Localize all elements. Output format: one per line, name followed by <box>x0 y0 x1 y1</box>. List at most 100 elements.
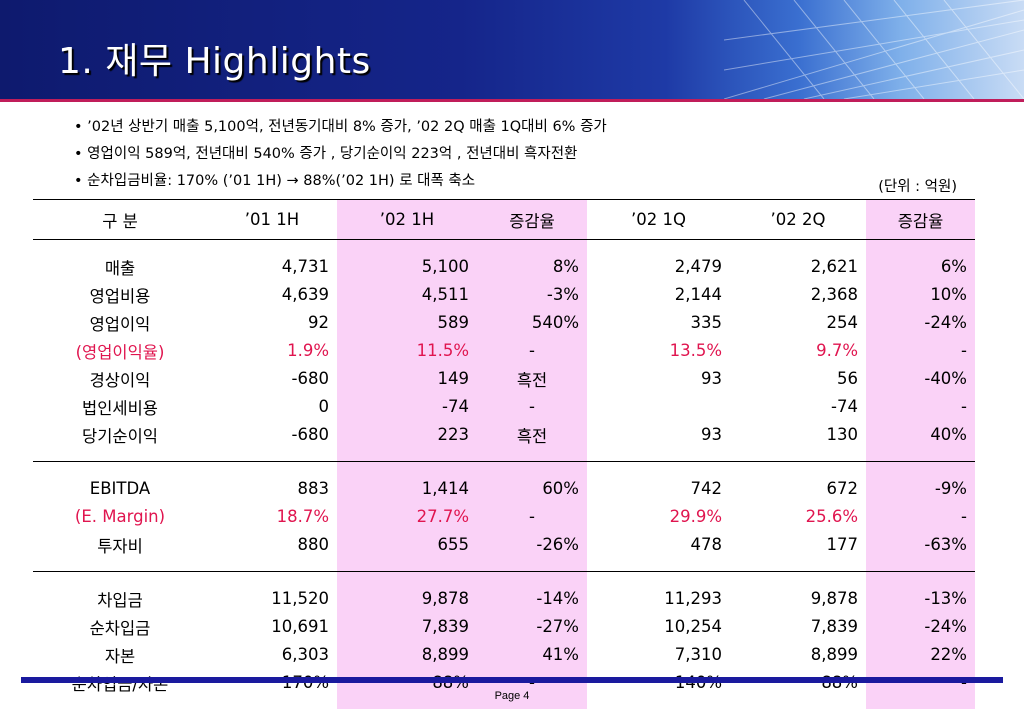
bullet-item: • 영업이익 589억, 전년대비 540% 증가 , 당기순이익 223억 ,… <box>74 146 578 162</box>
table-cell: 883 <box>297 479 330 498</box>
table-row: 법인세비용 0 -74- -74- <box>33 392 975 421</box>
table-cell: 8% <box>477 252 587 281</box>
table-header-row: 구 분 ’01 1H ’02 1H 증감율 ’02 1Q ’02 2Q 증감율 <box>33 199 975 240</box>
table-cell: 1,414 <box>337 474 477 503</box>
table-cell: 6% <box>866 252 975 281</box>
table-cell: 335 <box>690 313 723 332</box>
table-row: 당기순이익 -680 223 흑전 93 130 40% <box>33 420 975 449</box>
row-label: 영업비용 <box>89 286 151 306</box>
page-title: 1. 재무 Highlights <box>58 41 371 82</box>
table-cell: -74 <box>831 397 858 416</box>
group-spacer <box>33 461 975 475</box>
table-cell: 254 <box>826 313 859 332</box>
table-cell: -74 <box>337 392 477 421</box>
page-number: Page 4 <box>494 690 530 702</box>
spacer-cell <box>33 240 207 253</box>
spacer-cell <box>33 449 207 462</box>
table-cell: -680 <box>291 425 329 444</box>
spacer-cell <box>337 696 477 709</box>
row-label: 차입금 <box>97 590 143 610</box>
spacer-cell <box>730 449 866 462</box>
spacer-cell <box>866 558 975 572</box>
table-cell: 1.9% <box>287 341 329 360</box>
table-cell: 7,310 <box>674 645 722 664</box>
table-cell: 589 <box>337 308 477 337</box>
table-cell <box>587 393 730 421</box>
row-label: 투자비 <box>97 536 143 556</box>
table-cell: 540% <box>477 308 587 337</box>
spacer-cell <box>866 696 975 709</box>
spacer-cell <box>337 239 477 253</box>
spacer-cell <box>337 571 477 585</box>
table-cell: 8,899 <box>337 640 477 669</box>
table-cell: - <box>477 502 587 531</box>
bullet-item: • 순차입금비율: 170% (’01 1H) → 88%(’02 1H) 로 … <box>74 173 476 189</box>
table-cell: 177 <box>826 535 859 554</box>
spacer-cell <box>866 461 975 475</box>
table-row: 차입금 11,520 9,878 -14% 11,293 9,878 -13% <box>33 584 975 613</box>
table-cell: 22% <box>866 640 975 669</box>
table-cell: 9,878 <box>810 589 858 608</box>
table-cell: 10,254 <box>664 617 722 636</box>
spacer-cell <box>207 240 337 253</box>
table-cell: 7,839 <box>337 612 477 641</box>
spacer-cell <box>207 449 337 462</box>
table-cell: 9.7% <box>816 341 858 360</box>
spacer-cell <box>866 571 975 585</box>
bullet-text: 순차입금비율: 170% (’01 1H) → 88%(’02 1H) 로 대폭… <box>87 173 476 189</box>
table-cell: - <box>866 392 975 421</box>
table-row: 자본 6,303 8,899 41% 7,310 8,899 22% <box>33 640 975 669</box>
table-cell: 흑전 <box>477 364 587 393</box>
table-row: 영업이익 92 589 540% 335 254 -24% <box>33 308 975 337</box>
table-cell: -680 <box>291 369 329 388</box>
table-cell: 9,878 <box>337 584 477 613</box>
table-row: 경상이익 -680 149 흑전 93 56 -40% <box>33 364 975 393</box>
row-label: (E. Margin) <box>74 507 166 526</box>
table-cell: 41% <box>477 640 587 669</box>
table-cell: -24% <box>866 612 975 641</box>
table-cell: 2,368 <box>810 285 858 304</box>
spacer-cell <box>730 571 866 585</box>
table-cell: 11.5% <box>337 336 477 365</box>
table-cell: 0 <box>318 397 330 416</box>
spacer-cell <box>730 461 866 475</box>
bullet-text: 영업이익 589억, 전년대비 540% 증가 , 당기순이익 223억 , 전… <box>87 146 578 162</box>
table-cell: 93 <box>701 425 722 444</box>
header-cell: ’02 1Q <box>587 199 730 240</box>
spacer-cell <box>337 558 477 572</box>
table-row: 투자비 880 655 -26% 478 177 -63% <box>33 530 975 559</box>
header-cell: ’01 1H <box>207 199 337 240</box>
table-cell: 7,839 <box>810 617 858 636</box>
spacer-cell <box>207 571 337 585</box>
group-spacer <box>33 696 975 709</box>
table-cell: -13% <box>866 584 975 613</box>
table-cell: -3% <box>477 280 587 309</box>
table-cell: 742 <box>690 479 723 498</box>
table-cell: 5,100 <box>337 252 477 281</box>
table-row: 순차입금 10,691 7,839 -27% 10,254 7,839 -24% <box>33 612 975 641</box>
table-cell: -9% <box>866 474 975 503</box>
header-cell: ’02 2Q <box>730 199 866 240</box>
spacer-cell <box>477 461 587 475</box>
row-label: 법인세비용 <box>82 398 158 418</box>
table-cell: 2,144 <box>674 285 722 304</box>
title-underline <box>0 99 1024 102</box>
table-cell: - <box>477 392 587 421</box>
table-row: 매출 4,731 5,100 8% 2,479 2,621 6% <box>33 252 975 281</box>
table-cell: 2,621 <box>810 257 858 276</box>
table-cell: 672 <box>826 479 859 498</box>
table-cell: 29.9% <box>669 507 722 526</box>
spacer-cell <box>33 571 207 585</box>
table-cell: 223 <box>337 420 477 449</box>
table-cell: 2,479 <box>674 257 722 276</box>
spacer-cell <box>477 571 587 585</box>
table-cell: 4,511 <box>337 280 477 309</box>
group-spacer <box>33 571 975 585</box>
table-cell: 40% <box>866 420 975 449</box>
spacer-cell <box>730 559 866 572</box>
table-cell: 56 <box>837 369 858 388</box>
header-cell: 증감율 <box>866 199 975 240</box>
table-row: EBITDA 883 1,414 60% 742 672 -9% <box>33 474 975 503</box>
group-spacer <box>33 239 975 253</box>
table-cell: - <box>477 336 587 365</box>
